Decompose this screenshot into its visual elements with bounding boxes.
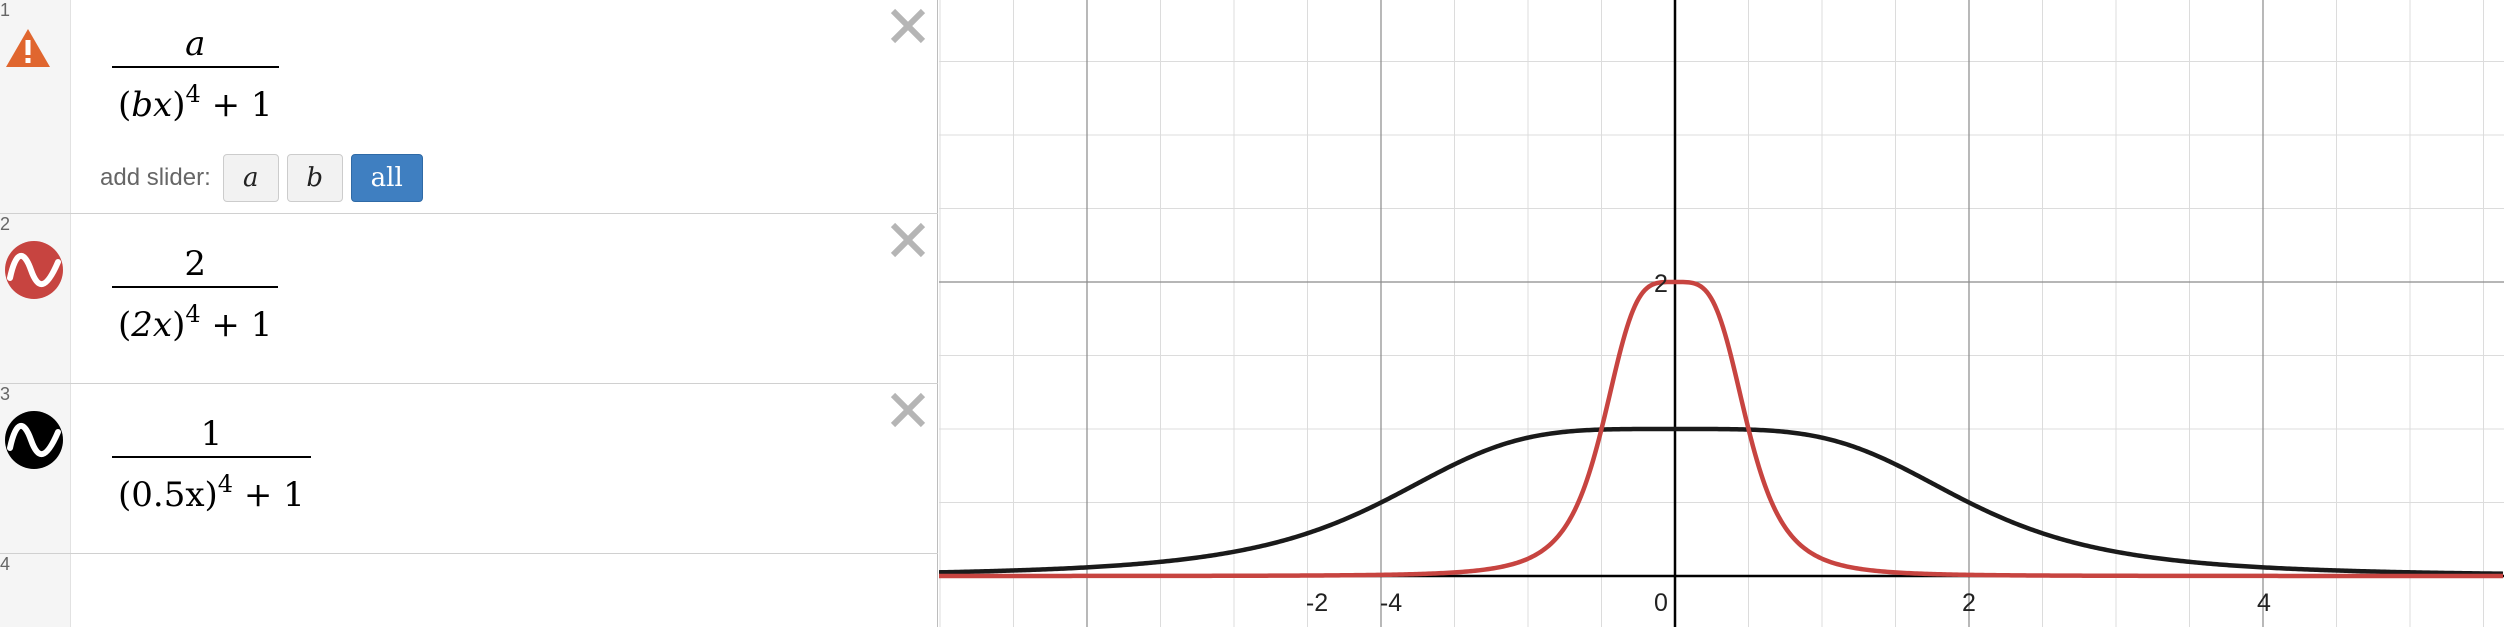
y-tick-label: 2 xyxy=(1654,270,1668,298)
expression-list: 1 a (bx)4 + 1 add slider: a b all xyxy=(0,0,938,627)
expression-row-3[interactable]: 3 1 (0.5x)4 + 1 xyxy=(0,384,938,554)
x-tick-label: -4 xyxy=(1380,589,1402,617)
expression-gutter: 3 xyxy=(0,384,71,553)
wave-icon[interactable] xyxy=(4,240,64,305)
denominator-base: 2x xyxy=(131,305,173,345)
delete-expression-icon[interactable] xyxy=(888,390,928,430)
numerator: 2 xyxy=(184,244,206,284)
add-slider-a-button[interactable]: a xyxy=(222,154,279,202)
expression-index: 3 xyxy=(0,384,11,404)
expression-gutter: 4 xyxy=(0,554,71,627)
expression-formula[interactable]: 2 (2x)4 + 1 xyxy=(112,242,279,351)
numerator: 1 xyxy=(200,414,223,454)
expression-row-2[interactable]: 2 2 (2x)4 + 1 xyxy=(0,214,938,384)
x-tick-label: 4 xyxy=(2257,589,2271,617)
x-tick-label: 2 xyxy=(1962,589,1976,617)
denominator-tail: + 1 xyxy=(200,305,273,345)
x-tick-labels: -4 -2 0 2 4 xyxy=(1306,589,2271,617)
denominator-tail: + 1 xyxy=(233,475,305,515)
numerator: a xyxy=(185,24,206,64)
curve-expression-3[interactable] xyxy=(939,426,2504,576)
expression-gutter: 1 xyxy=(0,0,71,213)
x-tick-label: -2 xyxy=(1306,589,1328,617)
denominator-base: 0.5x xyxy=(131,475,205,515)
expression-index: 2 xyxy=(0,214,11,234)
expression-index: 4 xyxy=(0,554,11,574)
denominator-tail: + 1 xyxy=(200,85,273,125)
add-slider-all-button[interactable]: all xyxy=(350,154,423,202)
minor-gridlines xyxy=(939,0,2504,627)
expression-row-1[interactable]: 1 a (bx)4 + 1 add slider: a b all xyxy=(0,0,938,214)
expression-formula[interactable]: 1 (0.5x)4 + 1 xyxy=(112,412,311,521)
expression-formula[interactable]: a (bx)4 + 1 xyxy=(112,22,279,131)
major-gridlines xyxy=(939,0,2504,627)
x-tick-label: 0 xyxy=(1654,589,1668,617)
denominator-base: bx xyxy=(131,85,173,125)
expression-gutter: 2 xyxy=(0,214,71,383)
exponent: 4 xyxy=(185,80,201,108)
delete-expression-icon[interactable] xyxy=(888,6,928,46)
expression-row-4[interactable]: 4 xyxy=(0,554,938,627)
graph-canvas[interactable]: -4 -2 0 2 4 2 xyxy=(939,0,2504,627)
exponent: 4 xyxy=(185,300,201,328)
axes xyxy=(939,0,2504,627)
add-slider-label: add slider: xyxy=(100,164,211,191)
add-slider-b-button[interactable]: b xyxy=(286,154,343,202)
exponent: 4 xyxy=(217,470,234,498)
wave-icon[interactable] xyxy=(4,410,64,475)
expression-index: 1 xyxy=(0,0,11,20)
delete-expression-icon[interactable] xyxy=(888,220,928,260)
warning-icon[interactable] xyxy=(4,26,52,75)
add-slider-row: add slider: a b all xyxy=(100,152,431,204)
curve-expression-2[interactable] xyxy=(939,279,2503,579)
